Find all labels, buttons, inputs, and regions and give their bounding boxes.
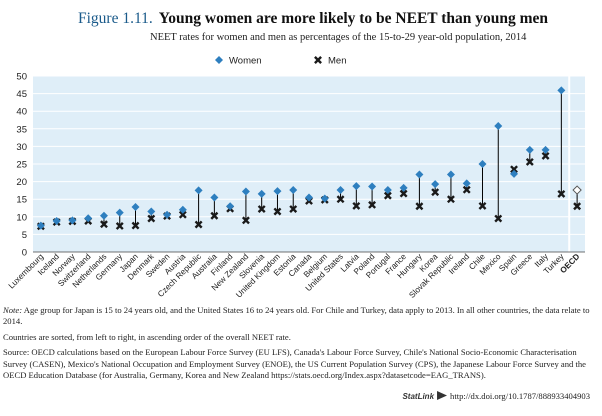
- women-point: [36, 221, 45, 230]
- women-point: [383, 186, 392, 195]
- legend-men-icon: [314, 56, 322, 64]
- men-point: [573, 202, 582, 211]
- women-point: [178, 205, 187, 214]
- y-tick-label: 0: [22, 248, 27, 259]
- men-point: [399, 189, 408, 198]
- women-point: [305, 193, 313, 202]
- men-point: [115, 222, 124, 230]
- statlink-arrow-icon: [437, 391, 448, 400]
- men-point: [510, 165, 518, 174]
- legend-men-label: Men: [328, 56, 346, 67]
- y-tick-label: 45: [16, 89, 27, 100]
- note-text: Age group for Japan is 15 to 24 years ol…: [3, 305, 590, 327]
- y-tick-label: 25: [16, 160, 27, 171]
- women-point: [557, 86, 566, 95]
- men-point: [257, 205, 266, 214]
- women-point: [147, 207, 156, 216]
- men-point: [273, 207, 282, 216]
- y-tick-label: 20: [16, 177, 27, 188]
- women-point: [115, 208, 124, 217]
- women-point: [99, 211, 108, 220]
- legend-women-icon: [215, 56, 223, 64]
- women-point: [131, 202, 140, 211]
- women-point: [210, 193, 219, 202]
- women-point: [525, 145, 534, 154]
- figure-subtitle: NEET rates for women and men as percenta…: [150, 32, 527, 43]
- men-point: [415, 202, 424, 211]
- women-point: [194, 186, 203, 195]
- men-point: [147, 214, 156, 223]
- women-point: [84, 214, 93, 223]
- women-point: [541, 145, 550, 154]
- women-point: [226, 202, 235, 211]
- y-tick-label: 30: [16, 142, 27, 153]
- men-point: [131, 221, 140, 230]
- y-tick-label: 10: [16, 212, 27, 223]
- men-point: [194, 220, 203, 229]
- women-point-oecd: [572, 185, 582, 195]
- women-point: [399, 183, 408, 192]
- men-point: [446, 195, 455, 204]
- legend-women-label: Women: [229, 56, 262, 67]
- women-point: [352, 182, 361, 191]
- women-point: [478, 160, 487, 168]
- y-tick-label: 40: [16, 107, 27, 118]
- men-point: [431, 188, 440, 197]
- source-paragraph: Source: OECD calculations based on the E…: [3, 347, 586, 381]
- men-point: [336, 195, 345, 204]
- men-point: [525, 157, 534, 166]
- men-point: [289, 205, 298, 214]
- y-tick-label: 5: [22, 230, 27, 241]
- women-point: [368, 182, 377, 191]
- men-point: [383, 191, 392, 200]
- men-point: [557, 189, 566, 198]
- men-point: [541, 151, 550, 160]
- men-point: [494, 214, 503, 223]
- sort-paragraph: Countries are sorted, from left to right…: [3, 331, 291, 342]
- doi-link[interactable]: http://dx.doi.org/10.1787/888933404903: [450, 391, 590, 401]
- note-label: Note:: [3, 305, 23, 315]
- women-point: [68, 216, 77, 225]
- statlink-footer: StatLink http://dx.doi.org/10.1787/888933…: [402, 391, 590, 401]
- y-tick-label: 15: [16, 195, 27, 206]
- men-point: [368, 200, 377, 209]
- women-point: [52, 217, 61, 226]
- statlink-label: StatLink: [402, 392, 435, 401]
- notes-section: Note: Age group for Japan is 15 to 24 ye…: [3, 305, 597, 385]
- women-point: [273, 187, 282, 196]
- women-point: [462, 179, 471, 188]
- y-tick-label: 50: [16, 72, 27, 83]
- men-point: [352, 201, 361, 210]
- figure-number: Figure 1.11.: [78, 10, 153, 27]
- women-point: [431, 180, 440, 189]
- men-point: [462, 185, 471, 194]
- women-point: [163, 210, 172, 219]
- y-tick-label: 35: [16, 124, 27, 135]
- note-paragraph: Note: Age group for Japan is 15 to 24 ye…: [3, 305, 597, 328]
- women-point: [336, 186, 345, 195]
- men-point: [178, 210, 187, 219]
- women-point: [446, 170, 455, 179]
- men-point: [241, 216, 250, 225]
- men-point: [210, 211, 219, 220]
- men-point: [478, 201, 487, 210]
- women-point: [415, 170, 424, 179]
- women-point: [241, 187, 250, 196]
- women-point: [494, 121, 503, 130]
- women-point: [289, 186, 298, 195]
- women-point: [257, 189, 266, 198]
- men-point: [100, 220, 108, 229]
- women-point: [510, 169, 519, 178]
- neet-chart: 05101520253035404550LuxembourgIcelandNor…: [7, 56, 585, 300]
- figure-heading: Young women are more likely to be NEET t…: [158, 10, 549, 27]
- women-point: [320, 194, 329, 203]
- figure-title: Figure 1.11. Young women are more likely …: [78, 10, 598, 28]
